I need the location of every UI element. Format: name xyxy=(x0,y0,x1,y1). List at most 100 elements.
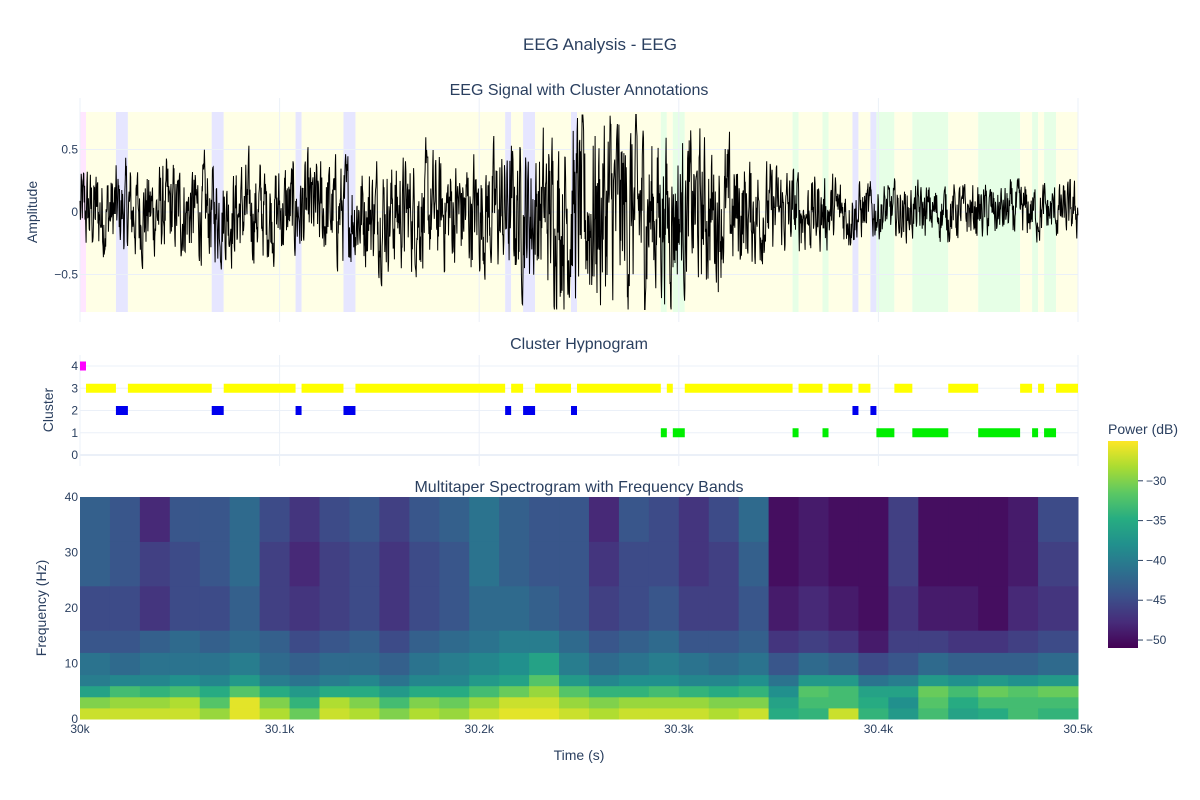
spectrogram-cell-13-8 xyxy=(469,497,500,542)
spectrogram-cell-18-5 xyxy=(618,630,650,653)
spectrogram-cell-29-8 xyxy=(948,497,979,542)
hypnogram-y-axis-label: Cluster xyxy=(40,387,56,432)
hypnogram-y-tick-label-1: 3 xyxy=(71,381,78,395)
spectrogram-cell-13-5 xyxy=(469,630,500,653)
colorbar-gradient xyxy=(1108,441,1138,648)
spectrogram-cell-30-3 xyxy=(978,674,1009,687)
spectrogram-cell-16-3 xyxy=(559,674,590,687)
hypnogram-title: Cluster Hypnogram xyxy=(510,336,648,353)
spectrogram-cell-9-4 xyxy=(349,652,380,676)
spectrogram-cell-20-2 xyxy=(678,685,710,698)
spectrogram-cell-0-1 xyxy=(80,696,111,709)
spectrogram-cell-29-1 xyxy=(948,696,979,709)
time-tick-label-4: 30.4k xyxy=(864,722,894,736)
spectrogram-cell-8-7 xyxy=(319,541,350,587)
spectrogram-cell-16-2 xyxy=(559,685,590,698)
spectrogram-cell-4-5 xyxy=(199,630,231,653)
colorbar-tick-label-4: −50 xyxy=(1146,633,1167,647)
spectrogram-cell-3-8 xyxy=(169,497,201,542)
spectrogram-cell-27-1 xyxy=(888,696,919,709)
spectrogram-cell-22-0 xyxy=(738,707,770,720)
spectrogram-cell-30-5 xyxy=(978,630,1009,653)
hypnogram-segment-35 xyxy=(1044,428,1057,438)
spectrogram-cell-19-2 xyxy=(648,685,680,698)
figure-title: EEG Analysis - EEG xyxy=(523,35,677,54)
spectrogram-cell-6-3 xyxy=(259,674,291,687)
spectrogram-cell-9-7 xyxy=(349,541,380,587)
spectrogram-cell-7-4 xyxy=(289,652,321,676)
spectrogram-y-tick-label-2: 20 xyxy=(65,601,79,615)
spectrogram-y-tick-label-4: 0 xyxy=(71,712,78,726)
spectrogram-cell-29-3 xyxy=(948,674,979,687)
spectrogram-cell-8-3 xyxy=(319,674,350,687)
hypnogram-segment-24 xyxy=(852,406,859,415)
hypnogram-segment-17 xyxy=(666,383,673,393)
spectrogram-cell-27-2 xyxy=(888,685,919,698)
spectrogram-cell-9-0 xyxy=(349,707,380,720)
spectrogram-cell-23-0 xyxy=(768,707,800,720)
spectrogram-cell-6-7 xyxy=(259,541,291,587)
spectrogram-cell-7-7 xyxy=(289,541,321,587)
spectrogram-cell-14-5 xyxy=(499,630,530,653)
colorbar-tick-label-3: −45 xyxy=(1146,593,1167,607)
spectrogram-cell-30-2 xyxy=(978,685,1009,698)
spectrogram-cell-22-3 xyxy=(738,674,770,687)
spectrogram-title: Multitaper Spectrogram with Frequency Ba… xyxy=(414,479,743,496)
spectrogram-cell-26-0 xyxy=(858,707,889,720)
spectrogram-cell-13-2 xyxy=(469,685,500,698)
spectrogram-cell-16-1 xyxy=(559,696,590,709)
spectrogram-cell-5-0 xyxy=(229,707,261,720)
hypnogram-segment-8 xyxy=(343,406,356,415)
spectrogram-cell-28-6 xyxy=(918,585,949,631)
hypnogram-segment-2 xyxy=(115,406,128,415)
hypnogram-segment-14 xyxy=(571,406,578,415)
spectrogram-cell-21-4 xyxy=(708,652,740,676)
spectrogram-cell-31-6 xyxy=(1008,585,1039,631)
spectrogram-cell-20-8 xyxy=(678,497,710,542)
spectrogram-cell-24-4 xyxy=(798,652,829,676)
spectrogram-cell-2-2 xyxy=(139,685,171,698)
spectrogram-cell-27-7 xyxy=(888,541,919,587)
spectrogram-cell-19-0 xyxy=(648,707,680,720)
spectrogram-panel: Multitaper Spectrogram with Frequency Ba… xyxy=(33,479,1079,726)
eeg-signal-y-ticks: 0.5 0 −0.5 xyxy=(54,143,78,282)
spectrogram-cell-18-8 xyxy=(618,497,650,542)
spectrogram-cell-5-6 xyxy=(229,585,261,631)
spectrogram-cell-8-1 xyxy=(319,696,350,709)
hypnogram-segment-1 xyxy=(85,383,116,393)
spectrogram-cell-20-0 xyxy=(678,707,710,720)
spectrogram-cell-12-0 xyxy=(439,707,470,720)
spectrogram-cell-9-8 xyxy=(349,497,380,542)
spectrogram-cell-28-3 xyxy=(918,674,949,687)
hypnogram-y-ticks: 4 3 2 1 0 xyxy=(71,359,78,462)
spectrogram-cell-22-1 xyxy=(738,696,770,709)
spectrogram-cell-11-6 xyxy=(409,585,440,631)
spectrogram-cell-5-1 xyxy=(229,696,261,709)
spectrogram-cell-29-7 xyxy=(948,541,979,587)
spectrogram-cell-32-2 xyxy=(1038,685,1079,698)
spectrogram-cell-4-6 xyxy=(199,585,231,631)
spectrogram-cell-15-3 xyxy=(529,674,560,687)
colorbar-title: Power (dB) xyxy=(1108,421,1178,437)
spectrogram-cell-21-7 xyxy=(708,541,740,587)
spectrogram-cell-32-5 xyxy=(1038,630,1079,653)
spectrogram-cell-25-0 xyxy=(828,707,859,720)
spectrogram-cell-7-2 xyxy=(289,685,321,698)
spectrogram-cell-25-3 xyxy=(828,674,859,687)
spectrogram-cell-3-6 xyxy=(169,585,201,631)
spectrogram-cell-22-8 xyxy=(738,497,770,542)
spectrogram-cell-16-0 xyxy=(559,707,590,720)
spectrogram-cell-10-8 xyxy=(379,497,410,542)
spectrogram-cell-14-3 xyxy=(499,674,530,687)
spectrogram-cell-2-8 xyxy=(139,497,171,542)
spectrogram-cell-14-0 xyxy=(499,707,530,720)
hypnogram-segment-36 xyxy=(1056,383,1078,393)
spectrogram-cell-10-6 xyxy=(379,585,410,631)
spectrogram-cell-0-7 xyxy=(80,541,111,587)
spectrogram-cell-5-2 xyxy=(229,685,261,698)
spectrogram-cell-17-4 xyxy=(588,652,620,676)
spectrogram-cell-10-1 xyxy=(379,696,410,709)
spectrogram-cell-8-6 xyxy=(319,585,350,631)
hypnogram-segment-19 xyxy=(684,383,793,393)
